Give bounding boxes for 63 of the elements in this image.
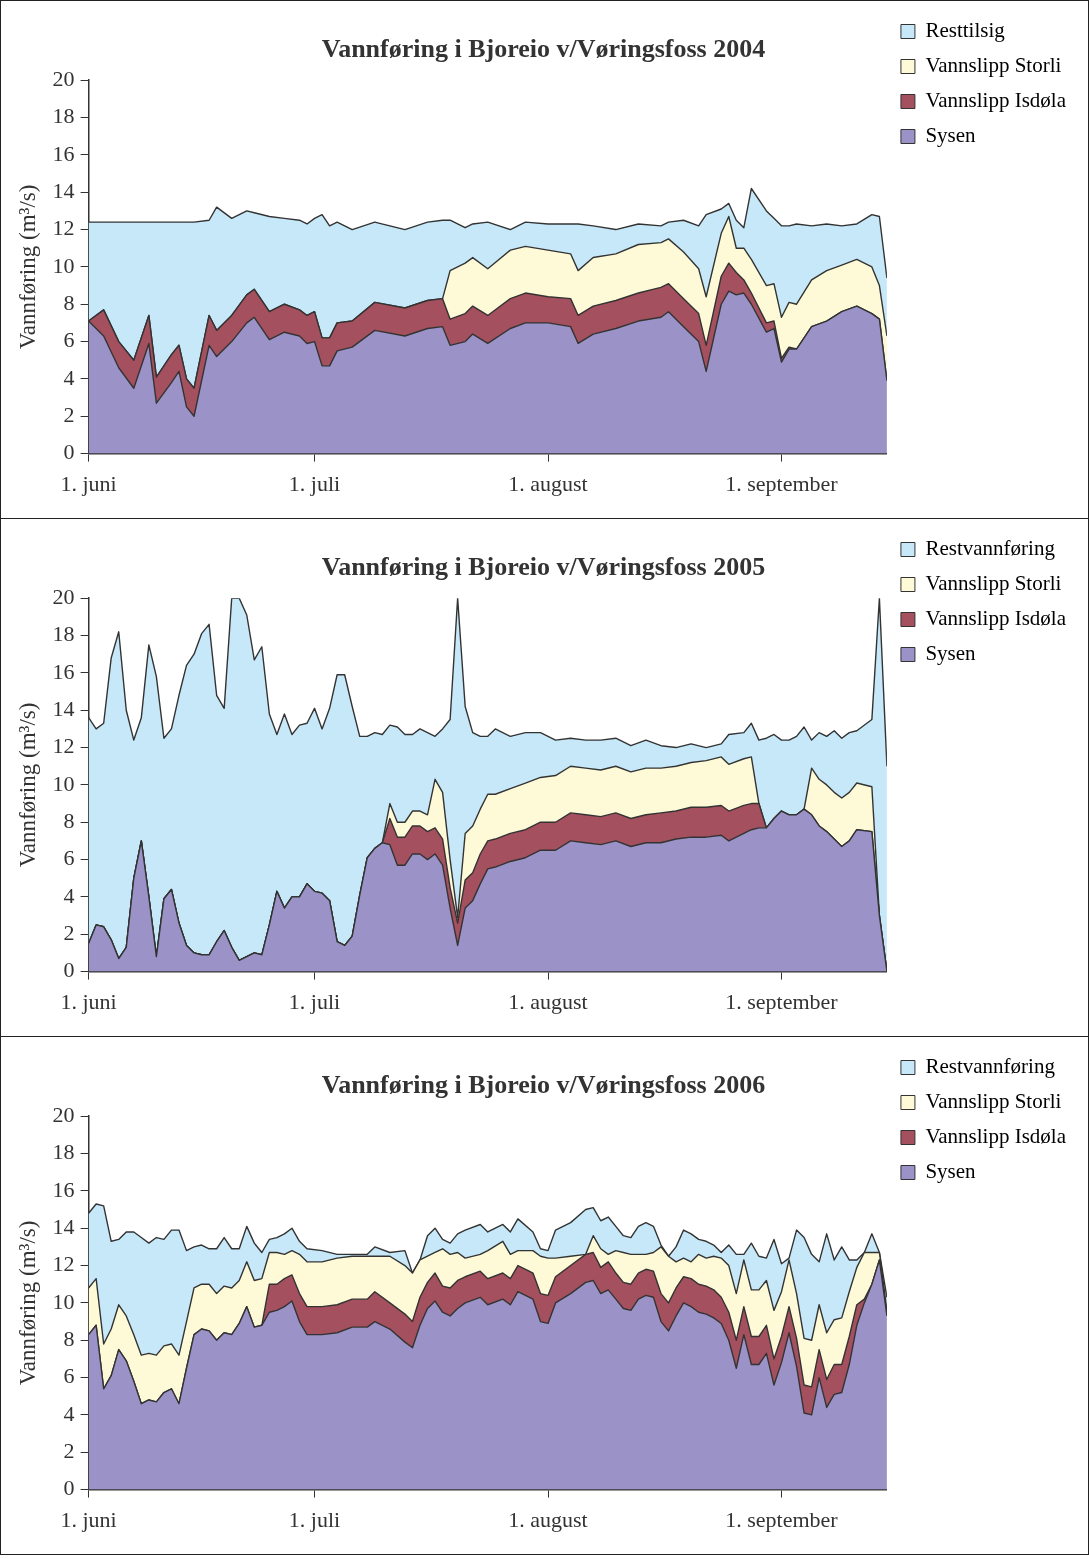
legend-label: Vannslipp Isdøla (925, 88, 1067, 113)
legend-label: Sysen (925, 123, 977, 148)
legend-label: Resttilsig (925, 18, 1006, 43)
chart-title: Vannføring i Bjoreio v/Vøringsfoss 2004 (321, 34, 766, 64)
legend-label: Vannslipp Storli (925, 1089, 1062, 1114)
legend-label: Vannslipp Storli (925, 571, 1062, 596)
y-tick-label: 8 (63, 290, 75, 316)
legend-label: Sysen (925, 1159, 977, 1184)
y-tick-label: 20 (52, 65, 75, 91)
y-tick-label: 18 (52, 621, 75, 647)
y-tick-label: 4 (63, 882, 75, 908)
legend-label: Sysen (925, 641, 977, 666)
x-tick-label: 1. september (725, 1506, 839, 1532)
y-tick-label: 10 (52, 1288, 75, 1314)
y-tick-label: 16 (52, 1176, 75, 1202)
y-tick-label: 20 (52, 1101, 75, 1127)
y-axis-title: Vannføring (m³/s) (14, 184, 40, 350)
x-tick-label: 1. juli (288, 1506, 341, 1532)
x-tick-label: 1. august (508, 470, 588, 496)
y-tick-label: 2 (63, 1438, 75, 1464)
y-tick-label: 2 (63, 402, 75, 428)
chart-title: Vannføring i Bjoreio v/Vøringsfoss 2005 (321, 552, 766, 582)
y-tick-label: 2 (63, 920, 75, 946)
y-tick-label: 8 (63, 1326, 75, 1352)
y-tick-label: 6 (63, 1363, 75, 1389)
y-axis-title: Vannføring (m³/s) (14, 702, 40, 868)
legend-label: Restvannføring (925, 1054, 1056, 1079)
y-tick-label: 10 (52, 252, 75, 278)
x-tick-label: 1. juni (60, 1506, 117, 1532)
x-tick-label: 1. september (725, 988, 839, 1014)
y-tick-label: 14 (52, 178, 75, 203)
y-tick-label: 4 (63, 1400, 75, 1426)
y-tick-label: 16 (52, 140, 75, 166)
y-tick-label: 6 (63, 327, 75, 353)
y-tick-label: 14 (52, 1214, 75, 1239)
y-tick-label: 4 (63, 364, 75, 390)
y-tick-label: 12 (52, 733, 75, 759)
x-tick-label: 1. august (508, 988, 588, 1014)
chart-title: Vannføring i Bjoreio v/Vøringsfoss 2006 (321, 1070, 766, 1100)
x-tick-label: 1. september (725, 470, 839, 496)
x-tick-label: 1. juli (288, 470, 341, 496)
y-tick-label: 12 (52, 1251, 75, 1277)
y-tick-label: 16 (52, 658, 75, 684)
y-tick-label: 0 (63, 1475, 75, 1501)
y-tick-label: 20 (52, 583, 75, 609)
legend-label: Restvannføring (925, 536, 1056, 561)
y-tick-label: 10 (52, 770, 75, 796)
x-tick-label: 1. juni (60, 988, 117, 1014)
legend-label: Vannslipp Isdøla (925, 606, 1067, 631)
y-tick-label: 8 (63, 808, 75, 834)
legend-label: Vannslipp Storli (925, 53, 1062, 78)
y-tick-label: 18 (52, 103, 75, 129)
y-tick-label: 0 (63, 957, 75, 983)
y-tick-label: 0 (63, 439, 75, 465)
legend-label: Vannslipp Isdøla (925, 1124, 1067, 1149)
y-tick-label: 6 (63, 845, 75, 871)
y-axis-title: Vannføring (m³/s) (14, 1220, 40, 1386)
y-tick-label: 18 (52, 1139, 75, 1165)
x-tick-label: 1. august (508, 1506, 588, 1532)
x-tick-label: 1. juni (60, 470, 117, 496)
y-tick-label: 12 (52, 215, 75, 241)
y-tick-label: 14 (52, 696, 75, 721)
x-tick-label: 1. juli (288, 988, 341, 1014)
